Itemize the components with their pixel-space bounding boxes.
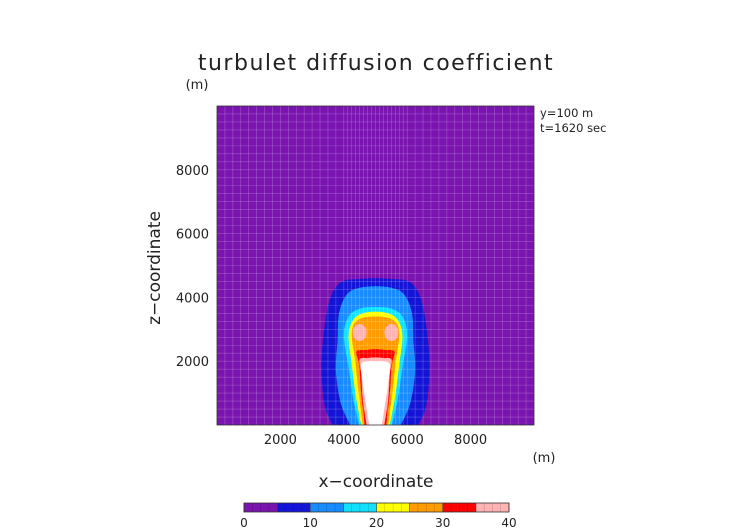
y-axis-label: z−coordinate <box>145 211 165 325</box>
contour-band-40 <box>360 360 391 425</box>
colorbar-segment-5 <box>409 503 443 512</box>
x-tick-label: 2000 <box>264 433 297 448</box>
x-tick-labels: 2000 4000 6000 8000 <box>264 433 487 448</box>
annotation-t: t=1620 sec <box>540 121 606 135</box>
x-unit-label: (m) <box>533 451 556 466</box>
colorbar <box>243 502 510 513</box>
local-maximum-1 <box>352 323 367 341</box>
local-maxima <box>352 323 399 341</box>
colorbar-frame <box>243 502 510 513</box>
x-axis-label: x−coordinate <box>319 472 434 492</box>
colorbar-segment-1 <box>277 503 311 512</box>
grid-lines <box>217 106 534 425</box>
x-tick-label: 4000 <box>327 433 360 448</box>
y-tick-label: 4000 <box>176 291 209 306</box>
colorbar-tick-label: 40 <box>501 516 516 530</box>
y-unit-label: (m) <box>186 78 209 93</box>
annotation-y: y=100 m <box>540 106 593 120</box>
colorbar-segment-2 <box>310 503 344 512</box>
colorbar-segment-0 <box>244 503 278 512</box>
colorbar-segment-7 <box>475 503 509 512</box>
local-maximum-2 <box>384 323 399 341</box>
colorbar-tick-labels: 0 10 20 30 40 <box>240 516 516 530</box>
x-tick-label: 6000 <box>391 433 424 448</box>
colorbar-tick-label: 10 <box>303 516 318 530</box>
plot-frame <box>216 105 535 426</box>
chart-title: turbulet diffusion coefficient <box>198 51 554 76</box>
y-tick-label: 6000 <box>176 228 209 243</box>
y-tick-label: 2000 <box>176 355 209 370</box>
colorbar-tick-label: 20 <box>369 516 384 530</box>
colorbar-tick-label: 0 <box>240 516 248 530</box>
colorbar-segment-6 <box>442 503 476 512</box>
y-tick-labels: 2000 4000 6000 8000 <box>176 164 209 370</box>
x-tick-label: 8000 <box>454 433 487 448</box>
contour-bands <box>321 278 430 425</box>
plot-area <box>216 105 535 426</box>
colorbar-segment-4 <box>376 503 410 512</box>
colorbar-tick-label: 30 <box>435 516 450 530</box>
y-tick-label: 8000 <box>176 164 209 179</box>
colorbar-segment-3 <box>343 503 377 512</box>
